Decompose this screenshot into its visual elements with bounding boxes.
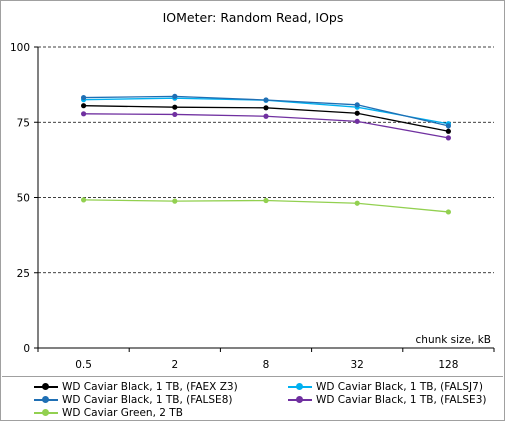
data-point bbox=[81, 103, 87, 109]
legend-label: WD Caviar Black, 1 TB, (FALSE8) bbox=[62, 394, 233, 406]
y-tick-label: 100 bbox=[10, 42, 30, 54]
data-point bbox=[354, 200, 360, 206]
data-point bbox=[445, 209, 451, 215]
data-point bbox=[81, 197, 87, 203]
x-tick-label: 128 bbox=[438, 359, 458, 371]
data-point bbox=[263, 97, 269, 103]
data-point bbox=[263, 113, 269, 119]
data-point bbox=[172, 111, 178, 118]
data-point bbox=[263, 105, 269, 111]
legend-marker-icon bbox=[287, 381, 313, 393]
x-tick-label: 32 bbox=[351, 359, 364, 371]
data-point bbox=[172, 93, 178, 99]
legend-item-false8: WD Caviar Black, 1 TB, (FALSE8) bbox=[33, 392, 232, 408]
data-point bbox=[172, 104, 178, 110]
legend-item-faex-z3: WD Caviar Black, 1 TB, (FAEX Z3) bbox=[33, 379, 238, 395]
legend: WD Caviar Black, 1 TB, (FAEX Z3) WD Cavi… bbox=[2, 376, 503, 421]
legend-label: WD Caviar Black, 1 TB, (FALSJ7) bbox=[316, 381, 483, 393]
legend-item-caviar-green: WD Caviar Green, 2 TB bbox=[33, 405, 183, 421]
data-point bbox=[354, 102, 360, 108]
x-tick-label: 8 bbox=[263, 359, 270, 371]
x-axis-label: chunk size, kB bbox=[416, 334, 491, 346]
chart-title: IOMeter: Random Read, IOps bbox=[163, 10, 344, 25]
legend-label: WD Caviar Black, 1 TB, (FALSE3) bbox=[316, 394, 487, 406]
x-tick-label: 2 bbox=[171, 359, 178, 371]
y-tick-label: 0 bbox=[23, 343, 30, 355]
legend-marker-icon bbox=[33, 394, 59, 406]
x-tick-label: 0.5 bbox=[75, 359, 92, 371]
data-point bbox=[263, 197, 269, 204]
legend-item-false3: WD Caviar Black, 1 TB, (FALSE3) bbox=[287, 392, 486, 408]
data-point bbox=[445, 135, 451, 141]
data-point bbox=[445, 128, 451, 134]
data-point bbox=[81, 111, 87, 117]
data-point bbox=[81, 94, 87, 101]
data-point bbox=[172, 198, 178, 204]
y-tick-label: 50 bbox=[17, 193, 30, 205]
y-tick-label: 25 bbox=[17, 268, 30, 280]
legend-marker-icon bbox=[33, 407, 59, 419]
data-point bbox=[354, 110, 360, 116]
legend-marker-icon bbox=[33, 381, 59, 393]
data-point bbox=[354, 118, 360, 124]
legend-label: WD Caviar Green, 2 TB bbox=[62, 407, 183, 419]
chart-area: IOMeter: Random Read, IOps 0 25 50 75 100 0.5… bbox=[10, 10, 495, 371]
data-point bbox=[445, 123, 451, 129]
legend-item-falsj7: WD Caviar Black, 1 TB, (FALSJ7) bbox=[287, 379, 483, 395]
legend-label: WD Caviar Black, 1 TB, (FAEX Z3) bbox=[62, 381, 238, 393]
y-tick-label: 75 bbox=[17, 117, 30, 129]
legend-marker-icon bbox=[287, 394, 313, 406]
